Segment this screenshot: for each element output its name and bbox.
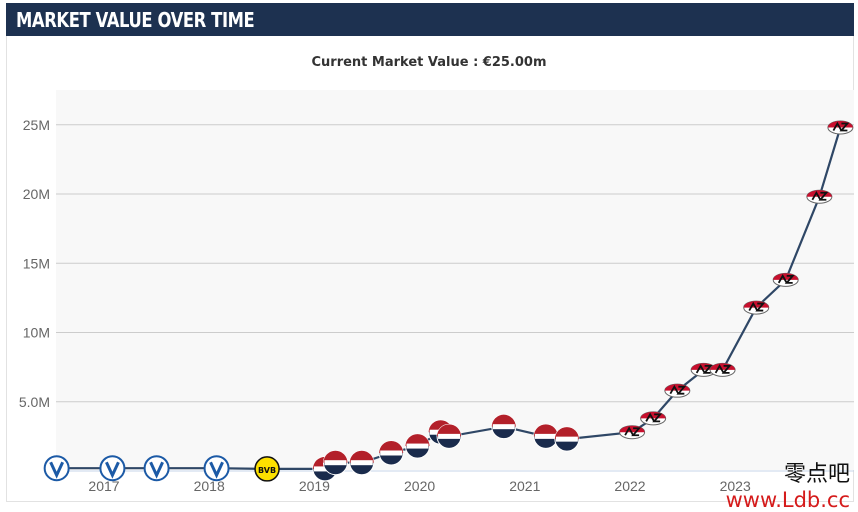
y-tick-label: 5.0M <box>19 394 50 410</box>
watermark: 零点吧 www.Ldb.cc <box>726 462 850 512</box>
az-crest-icon <box>806 189 833 204</box>
az-crest-icon <box>772 272 799 287</box>
vfl-bochum-crest-icon <box>203 455 230 482</box>
x-tick-label: 2022 <box>614 478 645 494</box>
svg-text:BVB: BVB <box>258 466 276 475</box>
az-crest-icon <box>827 120 854 135</box>
willem-ii-crest-icon <box>322 450 348 476</box>
x-axis-labels: 2017 2018 2019 2020 2021 2022 2023 <box>88 478 751 494</box>
willem-ii-crest-icon <box>349 450 375 476</box>
current-market-value: Current Market Value : €25.00m <box>311 55 547 70</box>
az-crest-icon <box>690 362 717 377</box>
chart-header-title: MARKET VALUE OVER TIME <box>16 8 255 32</box>
x-tick-label: 2020 <box>404 478 435 494</box>
willem-ii-crest-icon <box>378 440 404 466</box>
vfl-bochum-crest-icon <box>43 455 70 482</box>
x-tick-label: 2018 <box>194 478 225 494</box>
az-crest-icon <box>743 300 770 315</box>
x-tick-label: 2023 <box>720 478 751 494</box>
y-tick-label: 25M <box>23 117 50 133</box>
y-tick-label: 20M <box>23 186 50 202</box>
x-tick-label: 2019 <box>299 478 330 494</box>
willem-ii-crest-icon <box>491 414 517 440</box>
y-axis-labels: 5.0M 10M 15M 20M 25M <box>19 117 50 410</box>
willem-ii-crest-icon <box>404 433 430 459</box>
y-tick-label: 10M <box>23 325 50 341</box>
az-crest-icon <box>709 362 736 377</box>
y-tick-label: 15M <box>23 255 50 271</box>
vfl-bochum-crest-icon <box>99 455 126 482</box>
az-crest-icon <box>664 383 691 398</box>
chart-header: MARKET VALUE OVER TIME <box>6 3 854 36</box>
az-crest-icon <box>640 411 667 426</box>
watermark-line-1: 零点吧 <box>783 462 850 487</box>
vfl-bochum-crest-icon <box>143 455 170 482</box>
willem-ii-crest-icon <box>533 423 559 449</box>
club-markers: BVB <box>43 120 854 482</box>
grid-lines <box>56 124 854 472</box>
az-crest-icon <box>619 425 646 440</box>
x-tick-label: 2021 <box>509 478 540 494</box>
willem-ii-crest-icon <box>436 423 462 449</box>
willem-ii-crest-icon <box>554 426 580 452</box>
x-tick-label: 2017 <box>88 478 119 494</box>
watermark-line-2: www.Ldb.cc <box>725 488 850 512</box>
plot-area <box>56 90 854 470</box>
bvb-crest-icon: BVB <box>254 456 280 482</box>
